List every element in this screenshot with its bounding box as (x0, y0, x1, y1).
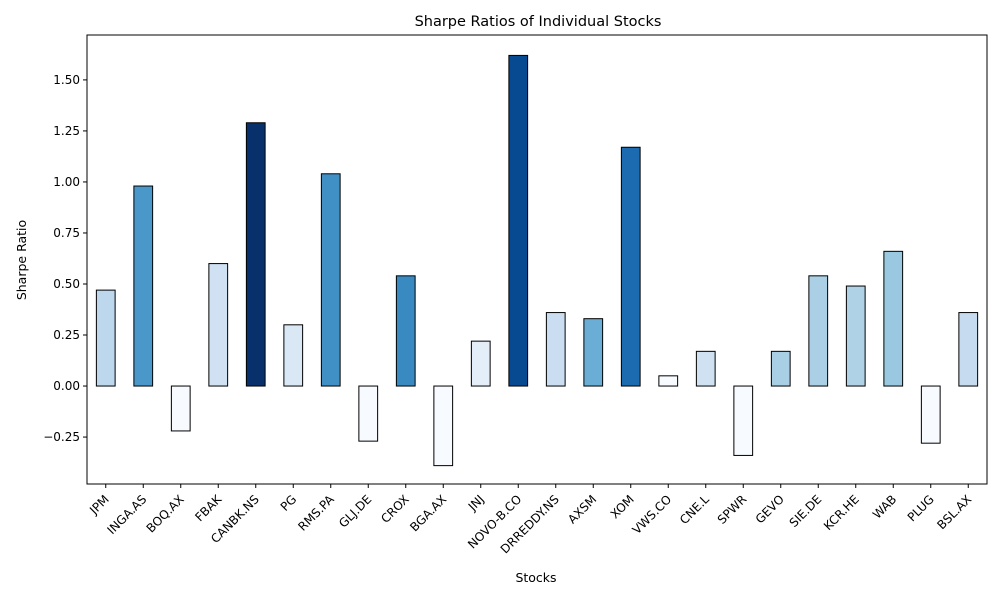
bar-wab: WAB: 0.66 (883, 250, 904, 387)
bar-jpm: JPM: 0.47 (95, 289, 116, 387)
y-axis-ticks: −0.25 0.00 0.25 0.50 0.75 1.00 1.25 1.50 (43, 73, 87, 444)
bar-spwr: SPWR: -0.34 (733, 385, 754, 456)
bar-sie-de: SIE.DE: 0.54 (808, 275, 829, 387)
bar-canbk-ns: CANBK.NS: 1.29 (245, 122, 266, 387)
x-tick-label: KCR.HE (821, 492, 862, 533)
bar-inga-as: INGA.AS: 0.98 (133, 185, 154, 387)
x-axis-label: Stocks (515, 570, 556, 585)
bar-bga-ax: BGA.AX: -0.39 (433, 385, 454, 467)
bar-vws-co: VWS.CO: 0.05 (658, 375, 679, 387)
bar-boq-ax: BOQ.AX: -0.22 (170, 385, 191, 432)
x-tick-label: BOQ.AX (144, 492, 187, 535)
bar-kcr-he: KCR.HE: 0.49 (845, 285, 866, 387)
x-tick-label: INGA.AS (105, 492, 150, 537)
bar-fbak: FBAK: 0.6 (208, 263, 229, 387)
x-tick-label: PLUG (905, 492, 937, 524)
bar-novo-b-co: NOVO-B.CO: 1.62 (508, 54, 529, 387)
bar-pg: PG: 0.3 (283, 324, 304, 387)
bar-plug: PLUG: -0.28 (920, 385, 941, 444)
bar-cne-l: CNE.L: 0.17 (695, 350, 716, 387)
x-tick-label: FBAK (192, 491, 225, 524)
x-tick-label: PG (278, 492, 300, 514)
y-tick-label: 0.75 (53, 226, 80, 240)
x-tick-label: GEVO (753, 492, 787, 526)
y-tick-label: 1.50 (53, 73, 80, 87)
bar-rms-pa: RMS.PA: 1.04 (320, 173, 341, 387)
y-tick-label: 0.50 (53, 277, 80, 291)
y-tick-label: 1.00 (53, 175, 80, 189)
x-tick-label: BGA.AX (407, 492, 449, 534)
bar-axsm: AXSM: 0.33 (583, 318, 604, 387)
x-tick-label: SIE.DE (787, 492, 825, 530)
x-tick-label: JPM (86, 492, 112, 518)
bar-crox: CROX: 0.54 (395, 275, 416, 387)
bars-layer: JPM: 0.47 INGA.AS: 0.98 BOQ.AX: -0.22 FBAK:… (95, 54, 979, 467)
bar-gevo: GEVO: 0.17 (770, 350, 791, 387)
x-tick-label: AXSM (565, 492, 599, 526)
bar-jnj: JNJ: 0.22 (470, 340, 491, 387)
y-tick-label: 0.25 (53, 328, 80, 342)
x-tick-label: SPWR (715, 492, 750, 527)
x-tick-label: WAB (870, 492, 899, 521)
y-axis-label: Sharpe Ratio (14, 220, 29, 300)
x-tick-label: XOM (608, 492, 637, 521)
plot-frame (86, 34, 988, 485)
x-tick-label: VWS.CO (630, 492, 675, 537)
x-tick-label: JNJ (465, 492, 487, 514)
chart-title: Sharpe Ratios of Individual Stocks (415, 14, 662, 30)
x-tick-label: BSL.AX (934, 492, 974, 532)
y-tick-label: 1.25 (53, 124, 80, 138)
bar-glj-de: GLJ.DE: -0.27 (358, 385, 379, 442)
x-tick-label: CNE.L (677, 492, 712, 527)
bar-drreddy-ns: DRREDDY.NS: 0.36 (545, 312, 566, 387)
bar-bsl-ax: BSL.AX: 0.36 (958, 312, 979, 387)
y-tick-label: −0.25 (43, 430, 80, 444)
x-tick-label: RMS.PA (295, 492, 337, 534)
x-tick-label: GLJ.DE (336, 492, 374, 530)
y-tick-label: 0.00 (53, 379, 80, 393)
bar-xom: XOM: 1.17 (620, 146, 641, 387)
x-tick-label: CROX (378, 492, 412, 526)
